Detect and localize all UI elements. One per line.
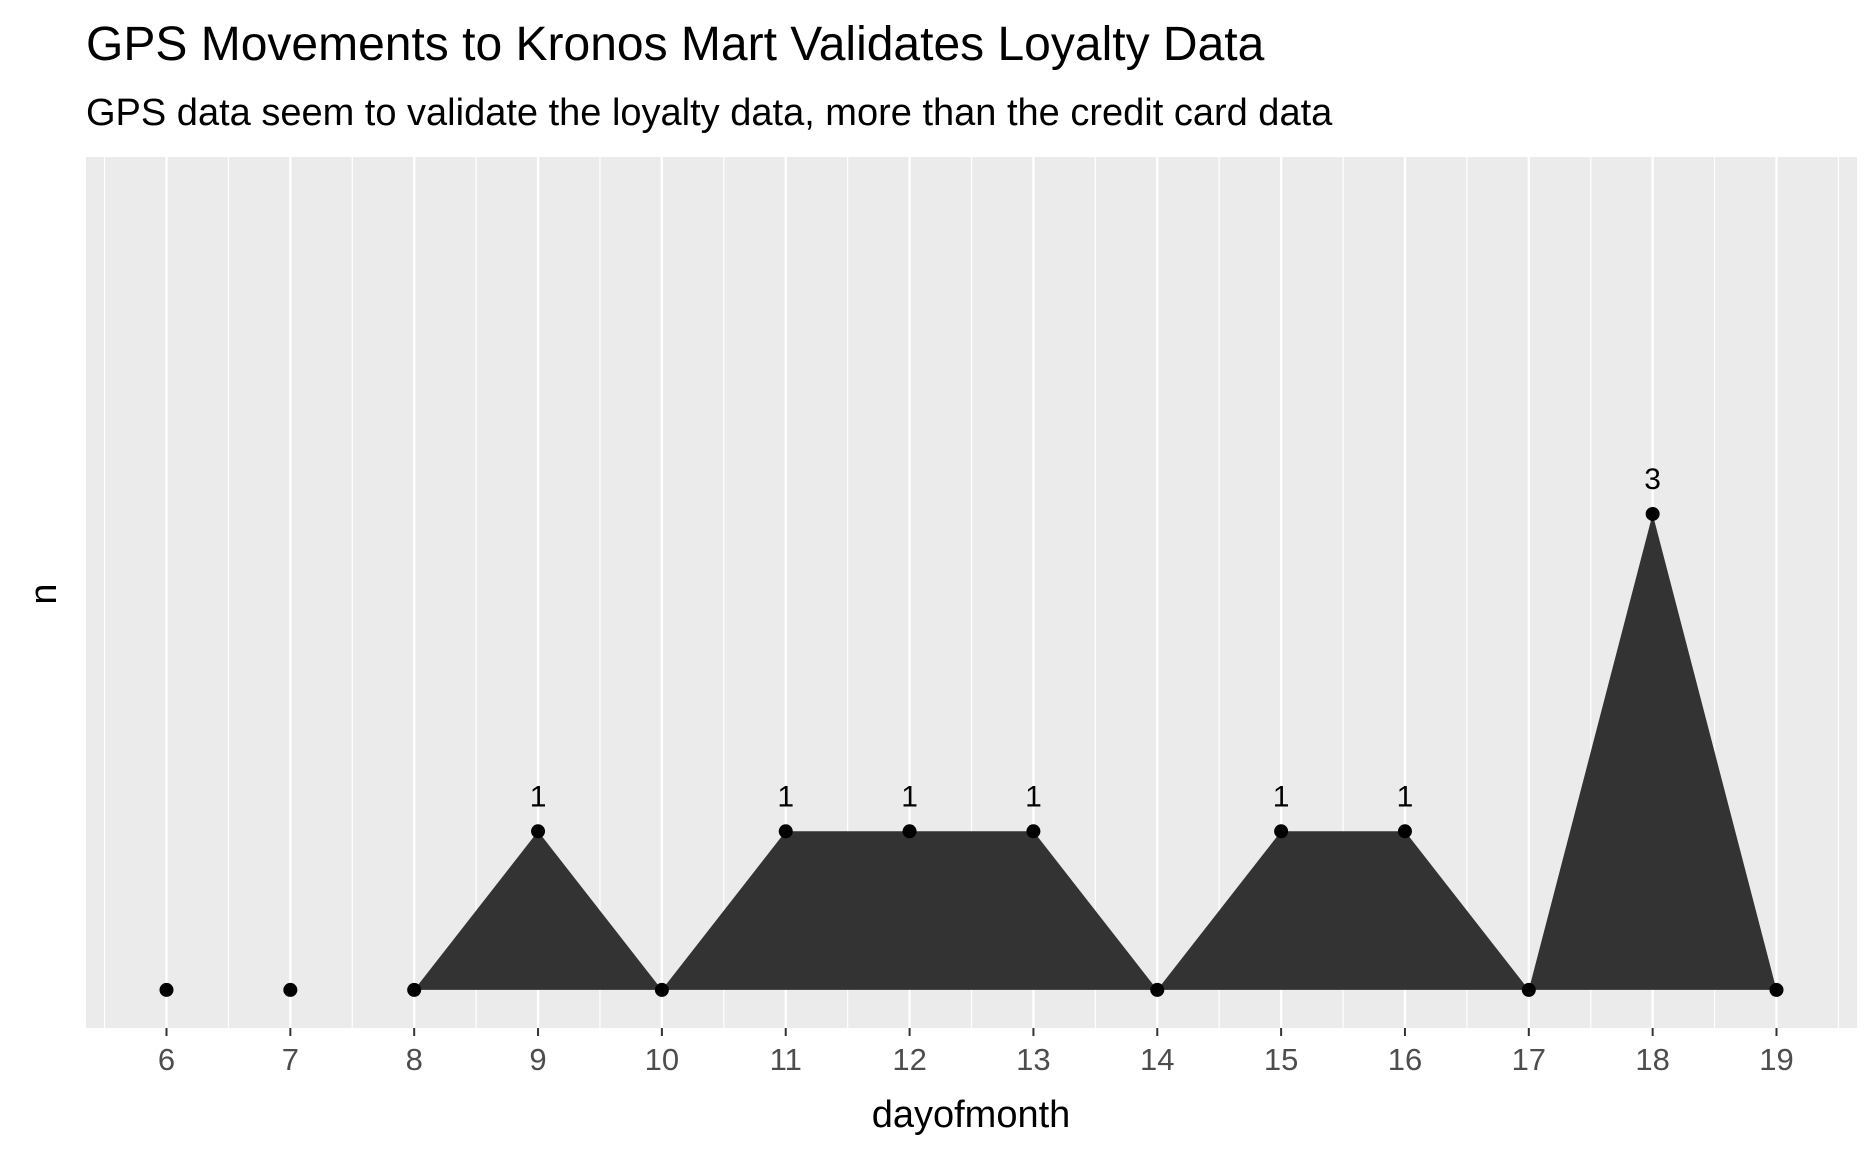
x-tick-label: 12	[892, 1042, 926, 1077]
x-tick-label: 8	[406, 1042, 423, 1077]
x-tick-label: 7	[282, 1042, 299, 1077]
data-label: 1	[901, 780, 918, 813]
area-segment	[414, 831, 662, 990]
data-label: 1	[1273, 780, 1290, 813]
x-axis-ticks	[165, 1028, 1778, 1036]
x-tick-label: 9	[529, 1042, 546, 1077]
data-label: 3	[1644, 463, 1661, 496]
data-label: 1	[530, 780, 547, 813]
data-label: 1	[1397, 780, 1414, 813]
x-axis-title: dayofmonth	[872, 1094, 1071, 1136]
area-segment	[661, 831, 1158, 990]
data-point	[1150, 982, 1165, 997]
data-point	[1397, 824, 1412, 839]
x-tick-label: 16	[1388, 1042, 1422, 1077]
data-point	[531, 824, 546, 839]
x-tick-label: 14	[1140, 1042, 1174, 1077]
x-tick-label: 11	[770, 1042, 802, 1077]
data-point	[1026, 824, 1041, 839]
data-point	[1645, 506, 1660, 521]
data-point	[1274, 824, 1289, 839]
area-segment	[1157, 831, 1529, 990]
x-tick-label: 13	[1016, 1042, 1050, 1077]
x-tick-label: 17	[1512, 1042, 1546, 1077]
x-tick-label: 15	[1264, 1042, 1298, 1077]
x-tick-label: 18	[1635, 1042, 1669, 1077]
data-point	[1521, 982, 1536, 997]
data-point	[902, 824, 917, 839]
data-point	[159, 982, 174, 997]
x-tick-label: 19	[1759, 1042, 1793, 1077]
data-points	[159, 506, 1784, 997]
data-point	[407, 982, 422, 997]
chart-subtitle: GPS data seem to validate the loyalty da…	[86, 92, 1333, 134]
y-axis-title: n	[23, 583, 65, 604]
data-point	[283, 982, 298, 997]
x-tick-label: 6	[158, 1042, 175, 1077]
data-point	[778, 824, 793, 839]
area-segment	[1528, 513, 1777, 990]
x-axis-tick-labels: 6 7 8 9 10 11 12 13 14 15 16 17 18 19	[158, 1042, 1794, 1077]
data-point	[1769, 982, 1784, 997]
chart-title: GPS Movements to Kronos Mart Validates L…	[86, 18, 1265, 71]
data-point	[654, 982, 669, 997]
data-label: 1	[777, 780, 794, 813]
data-label: 1	[1025, 780, 1042, 813]
x-tick-label: 10	[645, 1042, 679, 1077]
data-labels: 1 1 1 1 1 1 3	[530, 463, 1661, 813]
area-series	[414, 513, 1777, 990]
